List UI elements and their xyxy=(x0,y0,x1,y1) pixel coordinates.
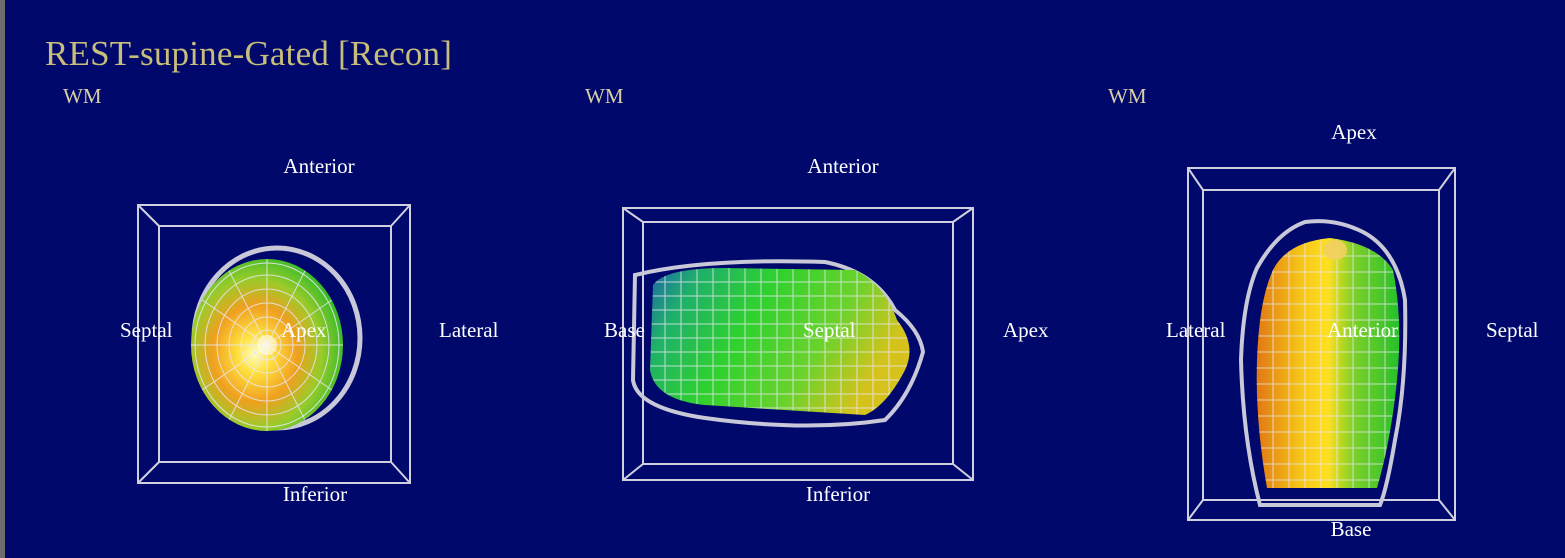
view1-label-left: Septal xyxy=(120,318,173,342)
view2-surface xyxy=(650,268,910,415)
view3-render[interactable] xyxy=(5,0,1565,558)
view3-label-bottom: Base xyxy=(1330,517,1372,541)
view2-mesh xyxy=(650,268,910,415)
view2-label-right: Apex xyxy=(1003,318,1049,342)
view2-label-center: Septal xyxy=(803,318,856,342)
view3-label-left: Lateral xyxy=(1166,318,1226,342)
study-title: REST-supine-Gated [Recon] xyxy=(45,34,453,73)
view1-render[interactable] xyxy=(5,0,1565,558)
view1-bounding-box xyxy=(137,204,411,484)
view1-label-top: Anterior xyxy=(283,154,355,178)
view3-label-top: Apex xyxy=(1331,120,1377,144)
view1-label-center: Apex xyxy=(281,318,327,342)
view3-label-center: Anterior xyxy=(1327,318,1399,342)
view2-mode-label: WM xyxy=(585,84,624,108)
view1-mode-label: WM xyxy=(63,84,102,108)
view2-label-top: Anterior xyxy=(807,154,879,178)
view3-label-right: Septal xyxy=(1486,318,1539,342)
view1-label-right: Lateral xyxy=(439,318,499,342)
view2-label-bottom: Inferior xyxy=(805,482,871,506)
view3-outer-mesh xyxy=(1238,219,1408,507)
view3-mode-label: WM xyxy=(1108,84,1147,108)
view3-bounding-box xyxy=(1187,167,1456,521)
view1-mesh xyxy=(191,259,343,431)
view3-surface xyxy=(1256,238,1400,488)
view2-render[interactable] xyxy=(5,0,1565,558)
view2-bounding-box xyxy=(622,207,974,481)
view1-label-bottom: Inferior xyxy=(282,482,348,506)
view2-outer-mesh xyxy=(630,259,926,428)
view2-label-left: Base xyxy=(604,318,645,342)
view3-mesh xyxy=(1256,238,1400,488)
